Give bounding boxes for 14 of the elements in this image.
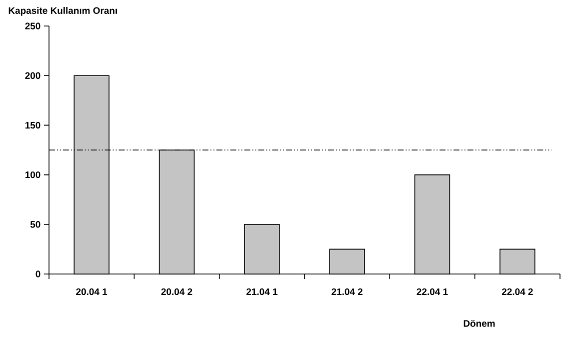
x-tick-label: 22.04 1 [416,288,448,296]
y-tick-label: 50 [30,221,40,228]
y-tick-label: 200 [25,72,40,79]
y-axis-title: Kapasite Kullanım Oranı [8,6,117,16]
x-tick-label: 20.04 2 [161,288,192,296]
x-tick-label: 21.04 1 [246,288,278,296]
y-tick-label: 250 [25,22,40,30]
x-axis-title: Dönem [464,320,495,327]
x-tick-label: 22.04 2 [502,288,533,296]
y-tick-label: 150 [25,122,40,129]
y-tick-label: 100 [25,171,40,178]
x-tick-label: 20.04 1 [76,288,108,296]
y-tick-label: 0 [36,270,40,278]
x-tick-label: 21.04 2 [332,288,362,296]
